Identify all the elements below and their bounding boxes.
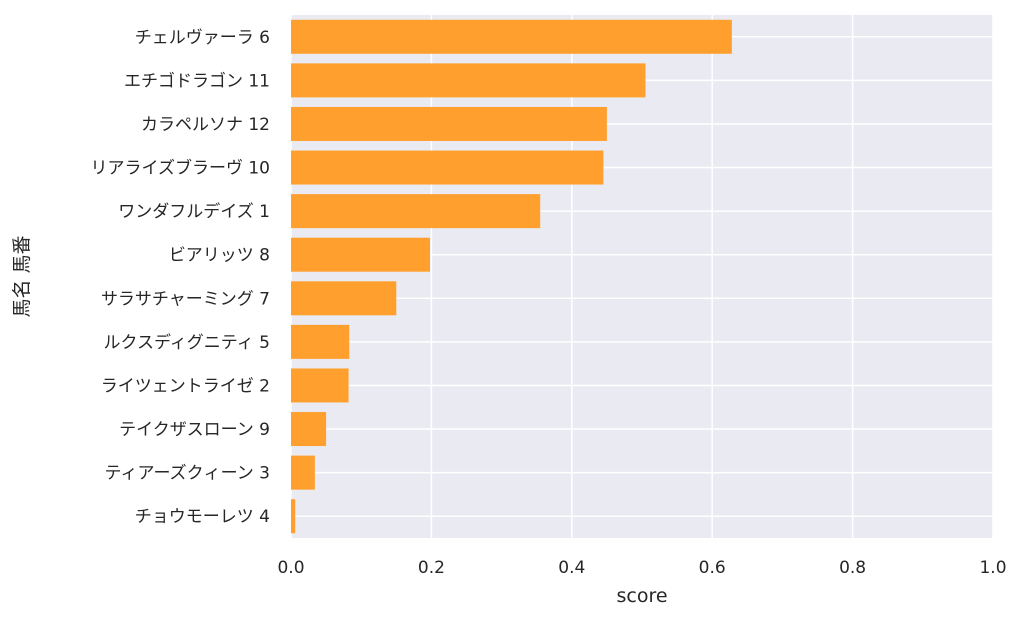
bar	[291, 106, 607, 141]
y-tick-label: サラサチャーミング 7	[101, 289, 270, 309]
x-tick-label: 1.0	[979, 558, 1006, 578]
x-axis-label: score	[616, 585, 667, 607]
y-tick-label: ルクスディグニティ 5	[104, 332, 271, 353]
bar	[291, 150, 604, 185]
y-tick-label: チョウモーレツ 4	[135, 507, 270, 527]
y-tick-label: ライツェントライゼ 2	[101, 376, 270, 396]
y-tick-label: テイクザスローン 9	[119, 420, 270, 440]
plot-area	[291, 15, 993, 538]
y-tick-label: リアライズブラーヴ 10	[90, 158, 270, 179]
bar	[291, 412, 327, 447]
y-tick-label: ティアーズクィーン 3	[105, 464, 270, 484]
x-tick-label: 0.8	[839, 558, 866, 578]
bar	[291, 237, 430, 272]
y-tick-label: エチゴドラゴン 11	[124, 70, 270, 91]
bar	[291, 194, 541, 229]
y-tick-label: カラペルソナ 12	[141, 115, 270, 135]
x-tick-label: 0.4	[558, 558, 585, 578]
x-tick-labels: 0.0 0.2 0.4 0.6 0.8 1.0	[277, 558, 1006, 578]
x-tick-label: 0.0	[277, 558, 304, 578]
bar	[291, 19, 732, 54]
y-tick-label: ワンダフルデイズ 1	[118, 201, 270, 222]
x-tick-label: 0.2	[418, 558, 445, 578]
bar	[291, 499, 296, 534]
bar	[291, 455, 315, 490]
bar	[291, 63, 646, 98]
y-tick-label: チェルヴァーラ 6	[135, 28, 270, 48]
x-tick-label: 0.6	[699, 558, 726, 578]
bar	[291, 324, 350, 359]
y-tick-label: ビアリッツ 8	[169, 246, 270, 266]
bars	[291, 19, 732, 534]
y-tick-labels: チェルヴァーラ 6 エチゴドラゴン 11 カラペルソナ 12 リアライズブラーヴ 10…	[90, 28, 270, 527]
bar	[291, 368, 349, 403]
y-axis-label: 馬名 馬番	[11, 235, 33, 317]
bar	[291, 281, 397, 316]
